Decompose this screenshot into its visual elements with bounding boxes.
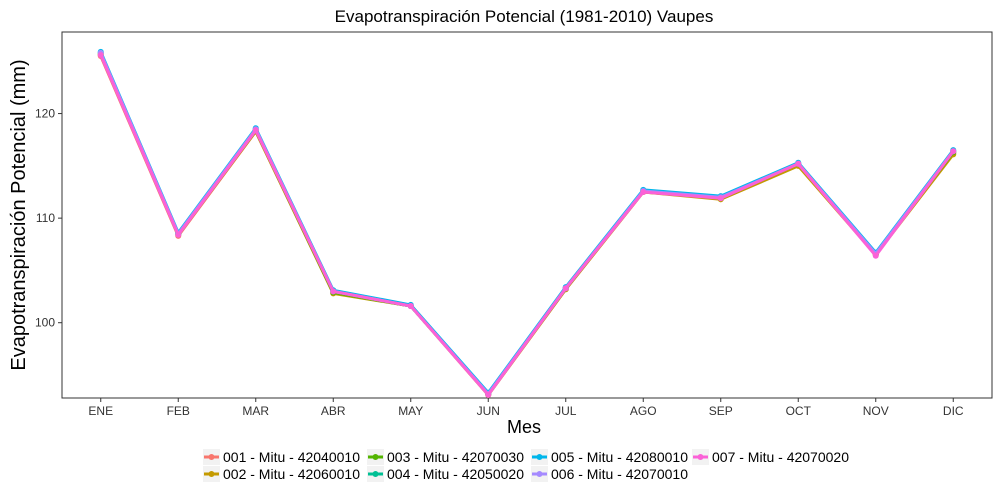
series-line: [99, 53, 955, 397]
legend-key-point: [372, 471, 379, 477]
legend-item: 001 - Mitu - 42040010: [203, 449, 360, 465]
legend-label: 004 - Mitu - 42050020: [387, 466, 524, 482]
legend-item: 007 - Mitu - 42070020: [692, 449, 849, 465]
x-tick-label: AGO: [630, 404, 657, 418]
x-axis-title: Mes: [507, 417, 541, 437]
legend-label: 003 - Mitu - 42070030: [387, 449, 524, 465]
legend-key-point: [536, 454, 543, 460]
legend-item: 003 - Mitu - 42070030: [367, 449, 524, 465]
legend-label: 001 - Mitu - 42040010: [223, 449, 360, 465]
legend-item: 002 - Mitu - 42060010: [203, 466, 360, 482]
data-point: [640, 188, 647, 195]
series-layer: [97, 48, 957, 398]
legend-key-point: [208, 454, 215, 460]
x-tick-label: MAR: [242, 404, 269, 418]
x-tick-label: ENE: [88, 404, 113, 418]
x-tick-label: ABR: [321, 404, 346, 418]
y-tick-label: 100: [35, 316, 55, 330]
data-point: [330, 288, 337, 295]
x-tick-label: JUL: [555, 404, 577, 418]
data-point: [950, 148, 957, 155]
legend-key-point: [372, 454, 379, 460]
x-axis: ENE FEB MAR ABR MAY JUN JUL AGO SEP OCT NOV DIC: [88, 398, 964, 418]
x-tick-label: JUN: [477, 404, 500, 418]
legend-item: 004 - Mitu - 42050020: [367, 466, 524, 482]
x-tick-label: NOV: [863, 404, 889, 418]
y-tick-label: 120: [35, 107, 55, 121]
data-point: [872, 252, 879, 259]
x-tick-label: MAY: [398, 404, 423, 418]
data-point: [717, 195, 724, 202]
data-point: [252, 127, 259, 134]
legend-item: 005 - Mitu - 42080010: [531, 449, 688, 465]
legend-key-point: [536, 471, 543, 477]
data-point: [795, 160, 802, 167]
y-axis: 100 110 120: [35, 107, 62, 330]
y-axis-title: Evapotranspiración Potencial (mm): [8, 59, 30, 370]
x-tick-label: DIC: [943, 404, 964, 418]
plot-panel: [61, 31, 993, 399]
y-tick-label: 110: [36, 211, 55, 225]
x-tick-label: FEB: [167, 404, 190, 418]
legend-label: 005 - Mitu - 42080010: [551, 449, 688, 465]
x-tick-label: SEP: [709, 404, 733, 418]
legend-label: 006 - Mitu - 42070010: [551, 466, 688, 482]
legend-key-point: [697, 454, 704, 460]
legend-item: 006 - Mitu - 42070010: [531, 466, 688, 482]
legend-label: 007 - Mitu - 42070020: [712, 449, 849, 465]
data-point: [562, 285, 569, 292]
legend-label: 002 - Mitu - 42060010: [223, 466, 360, 482]
data-point: [485, 391, 492, 398]
data-point: [97, 52, 104, 59]
series-group: [97, 52, 957, 398]
data-point: [175, 231, 182, 238]
chart-title: Evapotranspiración Potencial (1981-2010)…: [335, 7, 714, 26]
legend-key-point: [208, 471, 215, 477]
data-point: [407, 302, 414, 309]
x-tick-label: OCT: [786, 404, 812, 418]
